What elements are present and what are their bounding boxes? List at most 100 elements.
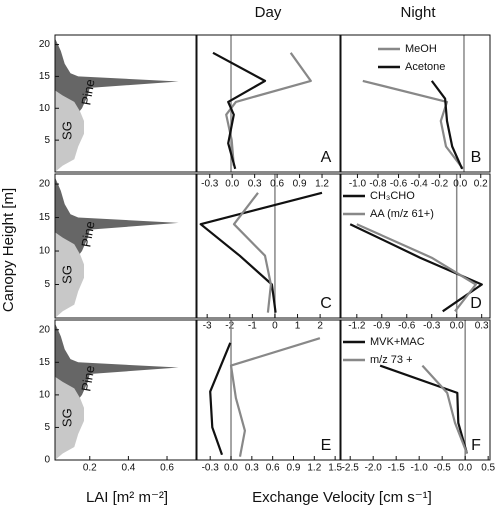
x-tick-label: 0.3 (248, 179, 262, 190)
profile-line (356, 223, 477, 312)
x-tick-label: -0.3 (202, 463, 220, 474)
x-tick-label: -0.3 (201, 179, 219, 190)
series-label: Pine (78, 364, 97, 392)
y-tick-label: 20 (39, 39, 51, 50)
x-tick-label: 0.2 (474, 179, 488, 190)
x-tick-label: -0.6 (398, 321, 416, 332)
legend-label: MeOH (405, 43, 437, 55)
x-axis-label: LAI [m² m⁻²] (86, 489, 168, 506)
x-tick-label: -1.2 (348, 321, 366, 332)
panel-label: F (471, 437, 481, 454)
profile-line (225, 52, 312, 166)
legend-label: AA (m/z 61+) (370, 208, 434, 220)
y-tick-label: 15 (39, 71, 51, 82)
x-tick-label: 0.6 (160, 463, 174, 474)
column-title: Night (400, 4, 436, 21)
profile-line (229, 337, 321, 457)
x-tick-label: 0.4 (121, 463, 135, 474)
y-tick-label: 5 (44, 279, 50, 290)
x-tick-label: 0.0 (225, 179, 239, 190)
x-tick-label: -1.0 (411, 463, 429, 474)
x-tick-label: 1.2 (307, 463, 321, 474)
x-tick-label: 0.6 (270, 179, 284, 190)
x-tick-label: -0.8 (369, 179, 387, 190)
x-tick-label: -2.0 (365, 463, 383, 474)
profile-line (209, 342, 232, 456)
legend-label: Acetone (405, 61, 445, 73)
x-tick-label: -0.6 (390, 179, 408, 190)
y-tick-label: 5 (44, 135, 50, 146)
y-tick-label: 10 (39, 390, 51, 401)
x-tick-label: 0.5 (481, 463, 495, 474)
x-tick-label: -2 (225, 321, 234, 332)
panel-label: E (321, 437, 332, 454)
panel-label: B (471, 149, 482, 166)
x-tick-label: 1 (295, 321, 301, 332)
x-tick-label: 1.2 (315, 179, 329, 190)
profile-line (349, 223, 483, 313)
profile-area (55, 232, 84, 318)
y-tick-label: 20 (39, 324, 51, 335)
x-tick-label: 0.9 (293, 179, 307, 190)
x-tick-label: 0.0 (458, 463, 472, 474)
profile-area (55, 177, 179, 272)
x-tick-label: 1.5 (328, 463, 342, 474)
x-tick-label: -3 (203, 321, 212, 332)
panel-label: C (320, 295, 332, 312)
profile-line (421, 364, 469, 454)
legend-label: MVK+MAC (370, 336, 425, 348)
panel-label: A (321, 149, 332, 166)
profile-line (430, 80, 464, 170)
x-tick-label: 0.0 (224, 463, 238, 474)
y-tick-label: 5 (44, 422, 50, 433)
series-label: Pine (78, 78, 97, 106)
x-tick-label: 0.6 (266, 463, 280, 474)
y-tick-label: 15 (39, 212, 51, 223)
y-tick-label: 10 (39, 103, 51, 114)
x-tick-label: -0.9 (373, 321, 391, 332)
x-tick-label: 0.0 (453, 179, 467, 190)
y-tick-label: 15 (39, 357, 51, 368)
panel-frame (340, 319, 491, 461)
y-tick-label: 0 (44, 455, 50, 466)
panel-frame (196, 34, 341, 173)
x-tick-label: -1.0 (349, 179, 367, 190)
panel-frame (340, 34, 491, 173)
series-label: Pine (78, 220, 97, 248)
profile-line (362, 79, 464, 170)
panel-frame (54, 319, 197, 461)
panel-label: D (470, 295, 482, 312)
series-label: SG (59, 265, 74, 284)
x-tick-label: 0.2 (83, 463, 97, 474)
x-tick-label: -0.2 (431, 179, 449, 190)
x-tick-label: -1 (248, 321, 257, 332)
x-tick-label: 2 (317, 321, 323, 332)
panel-frame (340, 173, 491, 319)
legend-label: CH₃CHO (370, 190, 415, 202)
column-title: Day (255, 4, 282, 21)
x-tick-label: -1.5 (388, 463, 406, 474)
x-tick-label: 0.9 (287, 463, 301, 474)
legend-label: m/z 73 + (370, 354, 413, 366)
panel-frame (54, 173, 197, 319)
profile-area (55, 38, 179, 128)
x-tick-label: 0.3 (245, 463, 259, 474)
profile-area (55, 323, 179, 415)
x-tick-label: -0.5 (434, 463, 452, 474)
panel-frame (54, 34, 197, 173)
profile-line (232, 192, 272, 313)
y-tick-label: 20 (39, 179, 51, 190)
y-axis-label: Canopy Height [m] (0, 188, 17, 312)
panel-frame (196, 173, 341, 319)
profile-area (55, 376, 84, 460)
series-label: SG (59, 408, 74, 427)
x-tick-label: 0.3 (475, 321, 489, 332)
x-tick-label: -2.5 (342, 463, 360, 474)
x-tick-label: 0.0 (450, 321, 464, 332)
x-tick-label: 0 (272, 321, 278, 332)
profile-line (379, 364, 469, 454)
x-tick-label: -0.4 (410, 179, 428, 190)
profile-area (55, 90, 84, 172)
profile-line (212, 51, 267, 170)
